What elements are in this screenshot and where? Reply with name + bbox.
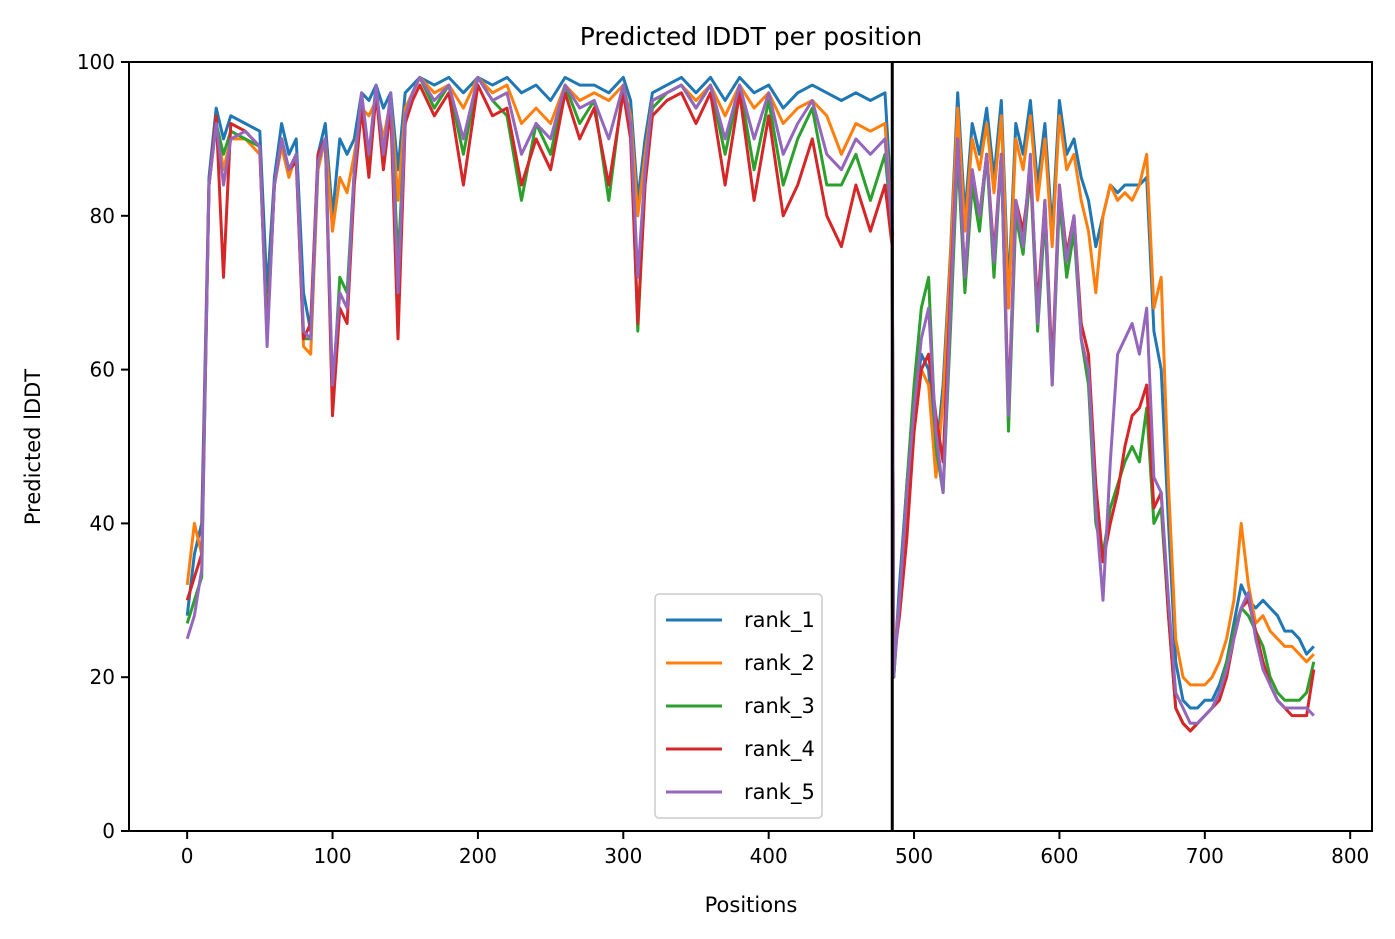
legend-label-rank_3: rank_3 [744,694,815,719]
x-axis-label: Positions [705,893,798,917]
y-tick-label: 20 [90,665,115,689]
x-tick-label: 300 [604,844,642,868]
x-tick-label: 200 [459,844,497,868]
x-tick-label: 500 [895,844,933,868]
plot-frame [128,61,1373,832]
series-line-rank_2 [185,75,1315,687]
plot-lines [185,75,1316,733]
x-tick-label: 100 [313,844,351,868]
x-tick-label: 400 [750,844,788,868]
y-tick-label: 80 [90,204,115,228]
y-tick-label: 100 [77,50,115,74]
x-tick-label: 600 [1040,844,1078,868]
legend-label-rank_2: rank_2 [744,651,815,676]
legend-label-rank_5: rank_5 [744,780,815,805]
x-tick-label: 0 [181,844,194,868]
x-tick-label: 800 [1331,844,1369,868]
chart-title: Predicted lDDT per position [580,22,922,51]
legend-label-rank_4: rank_4 [744,737,815,762]
y-axis-label: Predicted lDDT [21,369,45,525]
series-line-rank_1 [185,75,1315,710]
legend-label-rank_1: rank_1 [744,608,815,633]
x-tick-label: 700 [1186,844,1224,868]
legend: rank_1 rank_2 rank_3 rank_4 rank_5 [654,593,823,819]
series-line-rank_5 [185,75,1315,725]
x-axis: 0 100 200 300 400 500 600 700 800 [181,831,1369,868]
y-tick-label: 40 [90,511,115,535]
y-tick-label: 0 [102,819,115,843]
y-tick-label: 60 [90,358,115,382]
y-axis: 0 20 40 60 80 100 [77,50,129,843]
legend-box [654,593,823,819]
